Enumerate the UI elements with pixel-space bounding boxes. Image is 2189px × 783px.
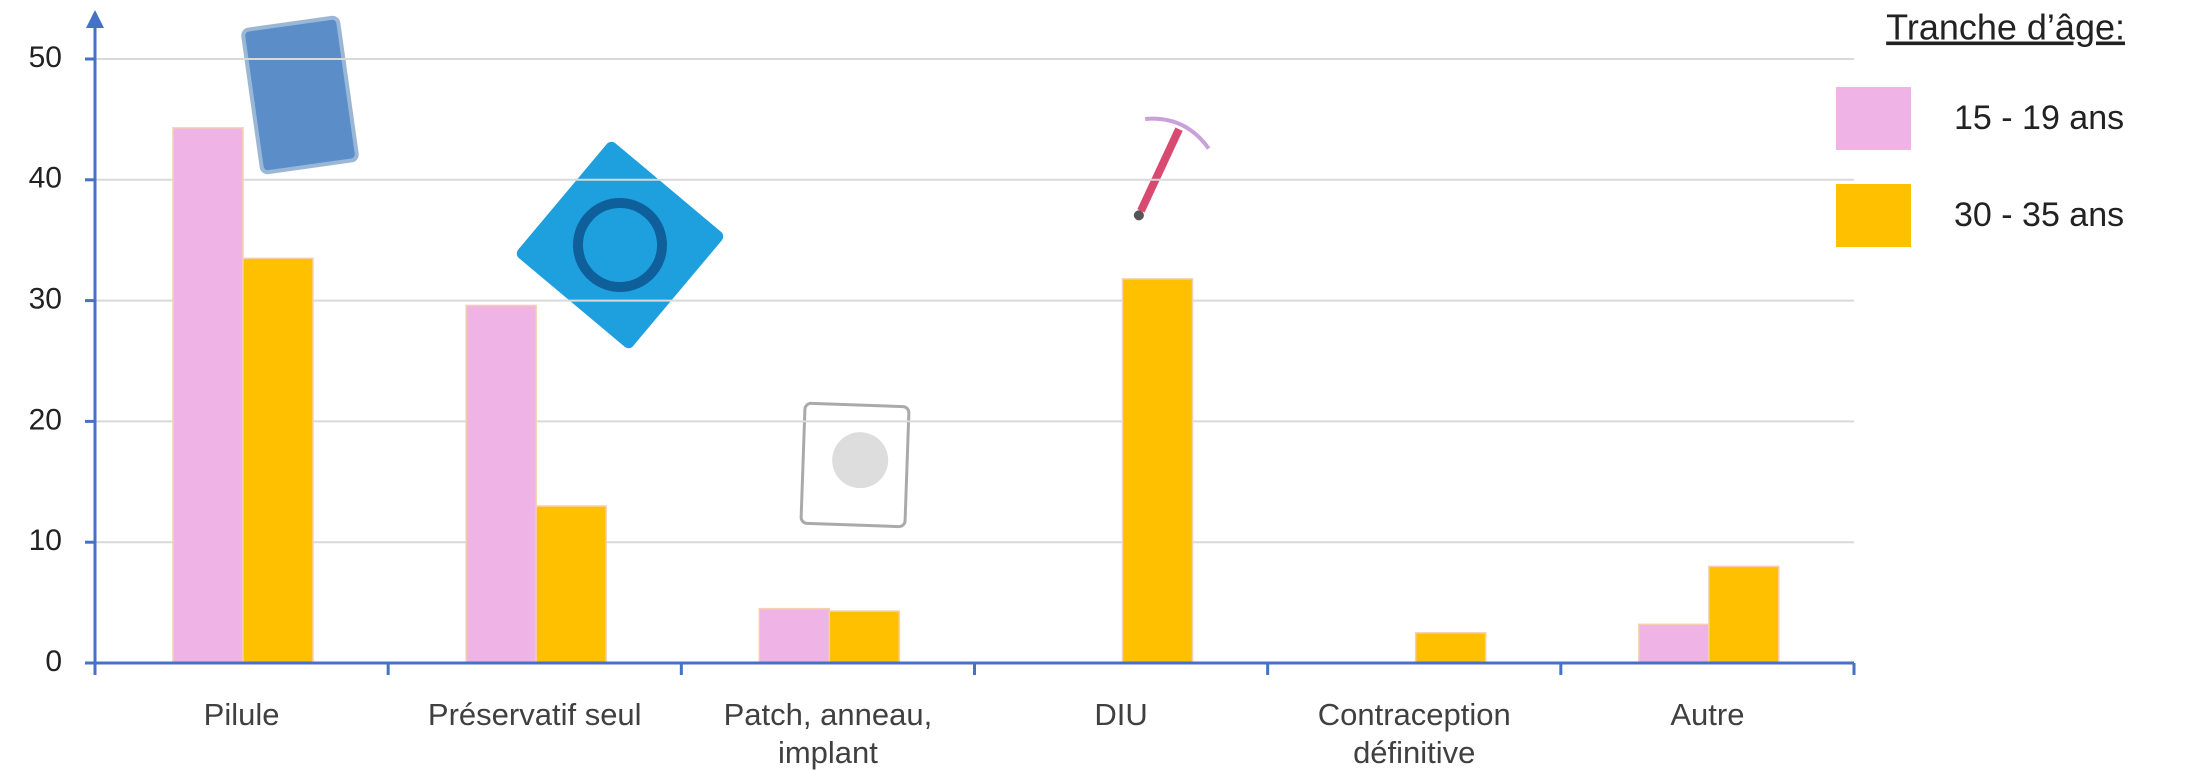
y-tick-label: 30 [29,283,62,316]
legend-label: 15 - 19 ans [1954,99,2124,137]
y-tick-label: 0 [45,645,62,678]
bar [1709,566,1779,663]
legend-swatch [1836,87,1911,150]
legend-swatch [1836,184,1911,247]
legend-title: Tranche d’âge: [1886,7,2125,48]
bar [536,506,606,663]
x-tick-label: Pilule [107,696,377,734]
bar [173,128,243,663]
iud-icon [1105,110,1213,235]
bar [1639,624,1709,663]
legend-label: 30 - 35 ans [1954,196,2124,234]
y-axis-arrow [86,10,104,28]
bar [1123,279,1193,663]
bar [829,611,899,663]
y-tick-label: 50 [29,41,62,74]
chart: Tranche d’âge: 0 10 20 30 40 50 15 - 19 ans 30 … [0,0,2189,783]
y-tick-label: 20 [29,403,62,436]
bar [466,305,536,663]
bar [1416,633,1486,663]
x-tick-label: Patch, anneau, implant [693,696,963,772]
y-tick-label: 40 [29,162,62,195]
x-tick-label: Autre [1572,696,1842,734]
bar [759,609,829,663]
x-tick-label: Préservatif seul [400,696,670,734]
page: Tranche d’âge: 0 10 20 30 40 50 15 - 19 ans 30 … [0,0,2189,783]
bar [243,258,313,663]
condom-icon [514,139,725,350]
pill-icon [242,17,357,173]
x-tick-label: DIU [986,696,1256,734]
y-tick-label: 10 [29,524,62,557]
x-tick-label: Contraception définitive [1279,696,1549,772]
